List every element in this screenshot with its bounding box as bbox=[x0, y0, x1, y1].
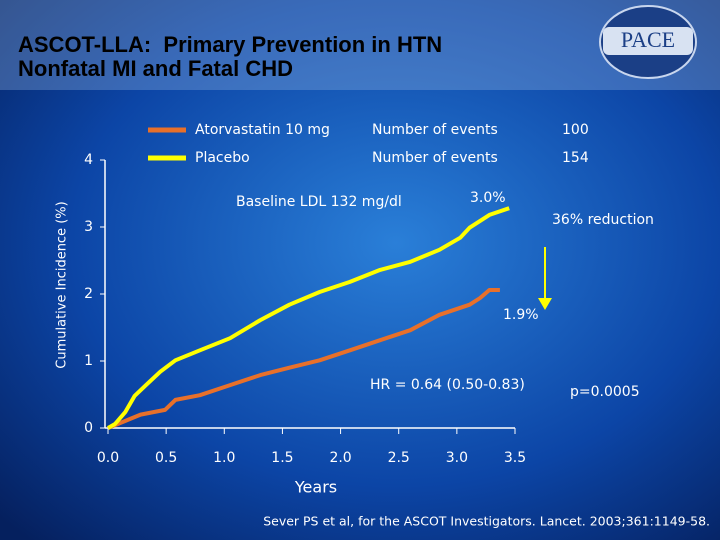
x-tick-label: 0.0 bbox=[97, 450, 119, 466]
x-tick-label: 2.5 bbox=[388, 450, 410, 466]
y-tick-label: 3 bbox=[84, 219, 93, 235]
x-tick-label: 0.5 bbox=[155, 450, 177, 466]
annotation: HR = 0.64 (0.50-0.83) bbox=[370, 377, 525, 393]
x-tick-label: 1.5 bbox=[271, 450, 293, 466]
series-line bbox=[107, 206, 510, 430]
x-tick-label: 3.0 bbox=[446, 450, 468, 466]
events-count: 154 bbox=[562, 150, 589, 166]
y-tick-label: 0 bbox=[84, 420, 93, 436]
title-line: Nonfatal MI and Fatal CHD bbox=[18, 56, 293, 81]
y-tick-label: 4 bbox=[84, 152, 93, 168]
legend-label: Atorvastatin 10 mg bbox=[195, 122, 330, 138]
events-count: 100 bbox=[562, 122, 589, 138]
x-tick-label: 1.0 bbox=[213, 450, 235, 466]
y-tick-label: 2 bbox=[84, 286, 93, 302]
events-label: Number of events bbox=[372, 122, 498, 138]
annotation: 36% reduction bbox=[552, 212, 654, 228]
annotation: p=0.0005 bbox=[570, 384, 640, 400]
y-tick-label: 1 bbox=[84, 353, 93, 369]
x-axis-label: Years bbox=[294, 478, 337, 497]
annotation: 3.0% bbox=[470, 190, 506, 206]
annotation: 1.9% bbox=[503, 307, 539, 323]
x-tick-label: 3.5 bbox=[504, 450, 526, 466]
logo: PACE bbox=[599, 5, 697, 79]
y-axis-label: Cumulative Incidence (%) bbox=[55, 201, 70, 368]
logo-text: PACE bbox=[621, 27, 675, 52]
arrow-head bbox=[538, 298, 552, 310]
x-tick-label: 2.0 bbox=[329, 450, 351, 466]
events-label: Number of events bbox=[372, 150, 498, 166]
annotation: Baseline LDL 132 mg/dl bbox=[236, 194, 402, 210]
logo-plate bbox=[603, 27, 693, 55]
series-line bbox=[107, 288, 500, 430]
legend-label: Placebo bbox=[195, 150, 250, 166]
title-line: ASCOT-LLA: Primary Prevention in HTN bbox=[18, 32, 442, 57]
source: Sever PS et al, for the ASCOT Investigat… bbox=[263, 514, 710, 529]
